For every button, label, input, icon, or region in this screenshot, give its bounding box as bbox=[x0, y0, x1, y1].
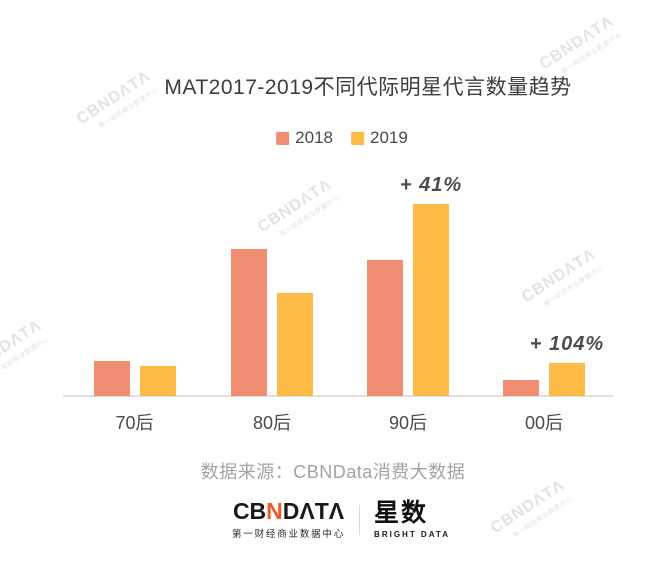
bar-80后-2018 bbox=[231, 249, 267, 396]
bar-80后-2019 bbox=[277, 293, 313, 396]
x-axis-label-80后: 80后 bbox=[252, 413, 292, 433]
x-axis-label-90后: 90后 bbox=[388, 413, 428, 433]
bar-90后-2018 bbox=[367, 260, 403, 396]
bar-70后-2018 bbox=[93, 361, 130, 396]
bar-70后-2019 bbox=[139, 366, 176, 396]
bar-00后-2018 bbox=[503, 380, 539, 396]
logo-divider bbox=[359, 505, 361, 535]
cbndata-logo-accent-n: N bbox=[266, 498, 283, 524]
cbndata-logo-suffix: DΛTΛ bbox=[282, 498, 345, 524]
cbndata-logo-wordmark: CBNDΛTΛ bbox=[232, 500, 345, 523]
x-axis-label-70后: 70后 bbox=[115, 413, 154, 433]
bar-90后-2019 bbox=[413, 204, 449, 396]
legend: 2018 2019 bbox=[276, 128, 408, 148]
growth-annotation-90后: + 41% bbox=[399, 174, 463, 196]
cbndata-logo: CBNDΛTΛ 第一财经商业数据中心 bbox=[232, 500, 346, 541]
legend-swatch-icon bbox=[276, 131, 290, 145]
legend-label: 2019 bbox=[370, 128, 408, 147]
bright-data-logo-name: 星数 bbox=[374, 499, 429, 527]
legend-item-2019: 2019 bbox=[351, 128, 408, 148]
cbndata-logo-prefix: CB bbox=[232, 498, 267, 524]
legend-swatch-icon bbox=[351, 131, 364, 145]
bar-00后-2019 bbox=[549, 363, 585, 396]
cbndata-logo-subtext: 第一财经商业数据中心 bbox=[232, 529, 346, 540]
bright-data-logo: 星数 BRIGHT DATA bbox=[374, 499, 450, 540]
growth-annotation-00后: + 104% bbox=[529, 333, 605, 355]
x-axis-line bbox=[63, 395, 613, 397]
source-note: 数据来源：CBNData消费大数据 bbox=[200, 462, 466, 482]
bright-data-logo-subtext: BRIGHT DATA bbox=[374, 530, 450, 539]
chart-title: MAT2017-2019不同代际明星代言数量趋势 bbox=[164, 76, 572, 99]
legend-item-2018: 2018 bbox=[276, 128, 333, 148]
footer-logos: CBNDΛTΛ 第一财经商业数据中心 星数 BRIGHT DATA bbox=[232, 499, 450, 541]
legend-label: 2018 bbox=[295, 128, 333, 147]
x-axis-label-00后: 00后 bbox=[524, 413, 564, 433]
